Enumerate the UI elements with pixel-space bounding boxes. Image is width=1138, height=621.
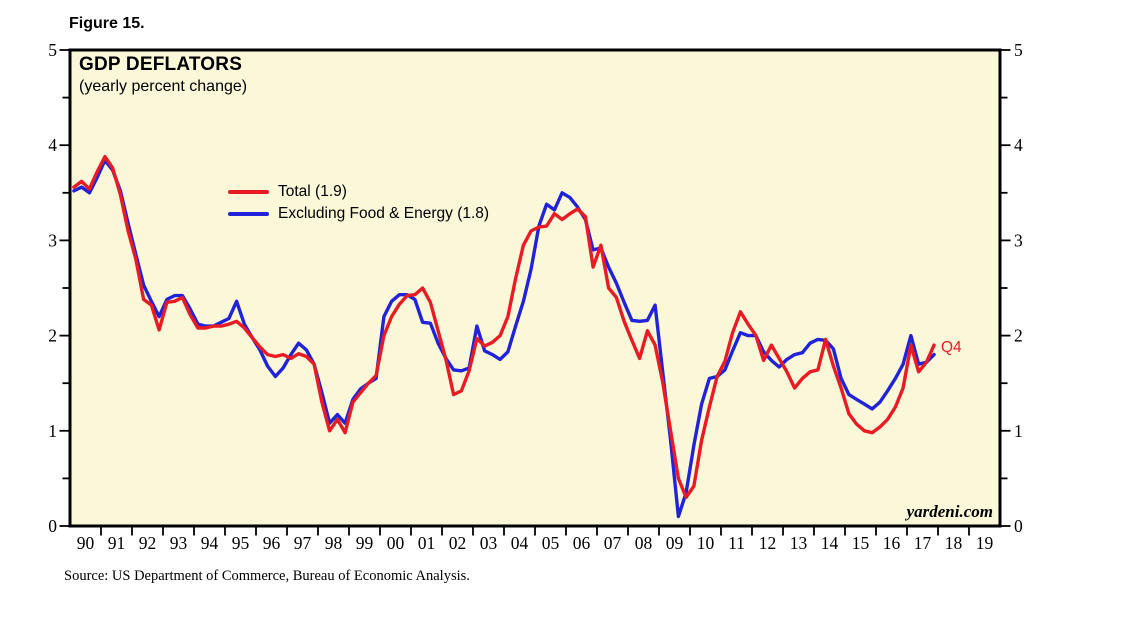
x-axis-label: 02: [449, 533, 467, 553]
y-axis-label-right: 0: [1014, 516, 1023, 536]
y-axis-label-right: 5: [1014, 40, 1023, 60]
x-axis-label: 03: [480, 533, 498, 553]
x-axis-label: 18: [945, 533, 963, 553]
y-axis-label-right: 1: [1014, 421, 1023, 441]
x-axis-label: 91: [108, 533, 126, 553]
x-axis-label: 98: [325, 533, 343, 553]
q4-annotation: Q4: [941, 339, 962, 356]
chart-title: GDP DEFLATORS: [79, 54, 243, 75]
x-axis-label: 94: [201, 533, 219, 553]
source-note: Source: US Department of Commerce, Burea…: [64, 568, 470, 584]
x-axis-label: 90: [77, 533, 95, 553]
plot-area: [68, 48, 1002, 528]
x-axis-label: 11: [728, 533, 745, 553]
x-axis-label: 09: [666, 533, 684, 553]
y-axis-label-right: 3: [1014, 230, 1023, 250]
x-axis-label: 01: [418, 533, 436, 553]
legend-item-total: Total (1.9): [228, 181, 489, 203]
y-axis-label-right: 4: [1014, 135, 1023, 155]
x-axis-label: 08: [635, 533, 653, 553]
x-axis-label: 13: [790, 533, 808, 553]
x-axis-label: 07: [604, 533, 622, 553]
series-line-core: [72, 158, 936, 519]
y-axis-label-left: 4: [48, 135, 57, 155]
core-line-swatch: [228, 212, 269, 216]
x-axis-label: 10: [697, 533, 715, 553]
x-axis-label: 00: [387, 533, 405, 553]
x-axis-label: 97: [294, 533, 312, 553]
legend: Total (1.9) Excluding Food & Energy (1.8…: [228, 181, 489, 225]
legend-item-core: Excluding Food & Energy (1.8): [228, 203, 489, 225]
series-line-total: [72, 154, 936, 500]
y-axis-label-left: 2: [48, 326, 57, 346]
x-axis-label: 16: [883, 533, 901, 553]
figure-label: Figure 15.: [69, 15, 145, 32]
x-axis-label: 12: [759, 533, 777, 553]
x-axis-label: 99: [356, 533, 374, 553]
legend-label-core: Excluding Food & Energy (1.8): [278, 205, 490, 222]
legend-label-total: Total (1.9): [278, 183, 347, 200]
x-axis-label: 15: [852, 533, 870, 553]
x-axis-label: 96: [263, 533, 281, 553]
total-line-swatch: [228, 190, 269, 194]
x-axis-label: 17: [914, 533, 932, 553]
chart-subtitle: (yearly percent change): [79, 78, 248, 95]
chart-title-block: GDP DEFLATORS (yearly percent change): [79, 54, 247, 96]
gdp-deflators-chart: 90 91 92 93 94 95 96 97 98 99 00 01 02 03 04 05 06 07 08 09…: [48, 40, 1023, 553]
x-axis-label: 06: [573, 533, 591, 553]
x-axis-label: 95: [232, 533, 250, 553]
x-axis-label: 04: [511, 533, 529, 553]
y-axis-label-left: 3: [48, 230, 57, 250]
x-axis-label: 19: [976, 533, 994, 553]
y-axis-label-right: 2: [1014, 326, 1023, 346]
x-axis-label: 92: [139, 533, 157, 553]
y-axis-label-left: 1: [48, 421, 57, 441]
y-axis-label-left: 5: [48, 40, 57, 60]
watermark: yardeni.com: [906, 502, 993, 521]
y-axis-label-left: 0: [48, 516, 57, 536]
x-axis-label: 93: [170, 533, 188, 553]
x-axis-label: 05: [542, 533, 560, 553]
x-axis-label: 14: [821, 533, 839, 553]
